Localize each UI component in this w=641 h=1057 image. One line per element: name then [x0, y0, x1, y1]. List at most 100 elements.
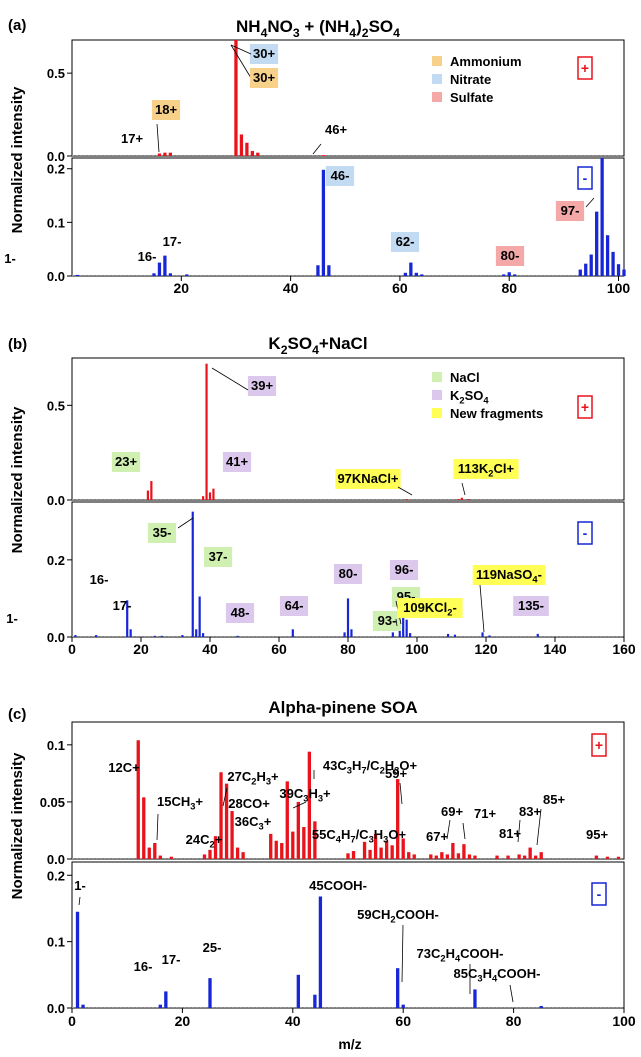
spectrum-bar — [396, 968, 400, 1008]
leader-line — [78, 896, 81, 906]
peak-label-text: 55C4H7/C3H3O+ — [312, 827, 407, 845]
peak-label-text: 24C2+ — [186, 832, 223, 850]
spectrum-bar — [126, 600, 129, 637]
peak-label-highlight — [389, 560, 419, 580]
peak-label-highlight — [453, 459, 519, 479]
peak-label-highlight — [325, 166, 355, 186]
spectrum-bar — [219, 772, 223, 859]
y-tick-label: 0.0 — [47, 852, 65, 867]
peak-label: 1- — [74, 878, 86, 906]
peak-label: 30+ — [230, 44, 279, 79]
panel-label: (c) — [8, 706, 26, 723]
legend-swatch — [432, 408, 442, 418]
leader-line — [312, 143, 322, 155]
legend-swatch — [432, 56, 442, 66]
y-tick-label: 0.0 — [47, 269, 65, 284]
legend-label: Nitrate — [450, 72, 491, 87]
spectrum-bar — [75, 911, 80, 1008]
leader-line — [230, 44, 252, 79]
spectrum-bar — [195, 629, 198, 637]
peak-label: 12C+ — [108, 760, 140, 775]
spectrum-bar — [409, 262, 413, 276]
spectrum-bar — [506, 855, 510, 859]
spectrum-bar — [157, 153, 162, 156]
spectrum-bar — [181, 635, 184, 637]
spectrum-bar — [230, 811, 234, 859]
peak-label: 17- — [162, 952, 181, 967]
peak-label-text: 45COOH- — [309, 878, 367, 893]
spectrum-bar — [150, 481, 153, 500]
peak-label-highlight — [225, 603, 255, 623]
x-tick-label: 40 — [202, 641, 218, 657]
peak-label: 95+ — [586, 827, 608, 842]
spectrum-bar — [321, 155, 326, 156]
peak-label: 59+ — [385, 766, 407, 805]
peak-label: 135- — [513, 596, 549, 616]
peak-label-text: 62- — [396, 234, 415, 249]
spectrum-bar — [467, 854, 472, 859]
peak-label: 93- — [372, 611, 402, 631]
spectrum-bar — [488, 635, 491, 637]
spectrum-bar — [213, 836, 218, 859]
spectrum-bar — [522, 855, 527, 859]
spectrum-bar — [285, 781, 289, 859]
peak-label-text: 109KCl2- — [403, 600, 457, 618]
peak-label: 69+ — [441, 804, 463, 840]
x-tick-label: 100 — [607, 280, 631, 296]
peak-label-text: 73C2H4COOH- — [417, 946, 504, 964]
peak-label-text: 1- — [4, 251, 16, 266]
peak-label: 16- — [138, 249, 157, 264]
spectrum-bar — [245, 142, 249, 156]
x-tick-label: 120 — [474, 641, 498, 657]
peak-label: 96- — [389, 560, 419, 580]
legend-label: K2SO4 — [450, 388, 489, 406]
polarity-sign: - — [583, 525, 588, 541]
spectrum-bar — [405, 619, 408, 637]
peak-label: 64- — [279, 596, 309, 616]
spectrum-bar — [539, 852, 543, 859]
spectrum-bar — [346, 598, 350, 637]
peak-label-highlight — [513, 596, 549, 616]
peak-label-text: 81+ — [499, 826, 521, 841]
spectrum-bar — [313, 821, 317, 859]
spectrum-bar — [343, 632, 346, 637]
peak-label: 35- — [147, 517, 194, 543]
spectrum-bar — [208, 492, 212, 500]
x-tick-label: 0 — [68, 1013, 76, 1029]
plot-frame — [71, 39, 625, 157]
panel-label: (b) — [8, 336, 27, 353]
spectrum-bar — [307, 751, 312, 859]
x-tick-label: 100 — [405, 641, 429, 657]
spectrum-bar — [241, 852, 245, 859]
peak-label-text: 16- — [90, 572, 109, 587]
subplot-positive: 0.0 0.5 + — [47, 357, 625, 508]
subplot-negative: 0.0 0.1 0.2 - — [47, 861, 625, 1016]
spectrum-bar — [502, 274, 506, 276]
peak-label: 43C3H7/C2H3O+ — [313, 758, 417, 779]
peak-label-text: 71+ — [474, 806, 496, 821]
leader-line — [156, 813, 159, 841]
polarity-sign: + — [581, 399, 589, 415]
leader-line — [177, 517, 194, 529]
spectrum-bar — [74, 635, 77, 637]
x-tick-label: 100 — [612, 1013, 636, 1029]
peak-label-text: 95+ — [586, 827, 608, 842]
spectrum-bar — [473, 989, 477, 1008]
spectrum-bar — [321, 169, 326, 276]
polarity-box — [577, 521, 593, 545]
peak-label: 109KCl2- — [397, 598, 463, 618]
polarity-sign: - — [597, 886, 602, 902]
spectrum-bar — [296, 974, 300, 1008]
spectrum-bar — [205, 363, 208, 500]
peak-label-highlight — [151, 100, 181, 120]
spectrum-bar — [239, 134, 244, 156]
peak-label-text: 80- — [339, 566, 358, 581]
spectrum-bar — [163, 255, 167, 276]
peak-label-highlight — [397, 598, 463, 618]
spectrum-bar — [622, 269, 626, 276]
x-tick-label: 20 — [175, 1013, 191, 1029]
spectrum-bar — [445, 854, 450, 859]
spectrum-bar — [224, 783, 229, 859]
peak-label: 81+ — [499, 826, 521, 841]
peak-label-highlight — [247, 376, 277, 396]
